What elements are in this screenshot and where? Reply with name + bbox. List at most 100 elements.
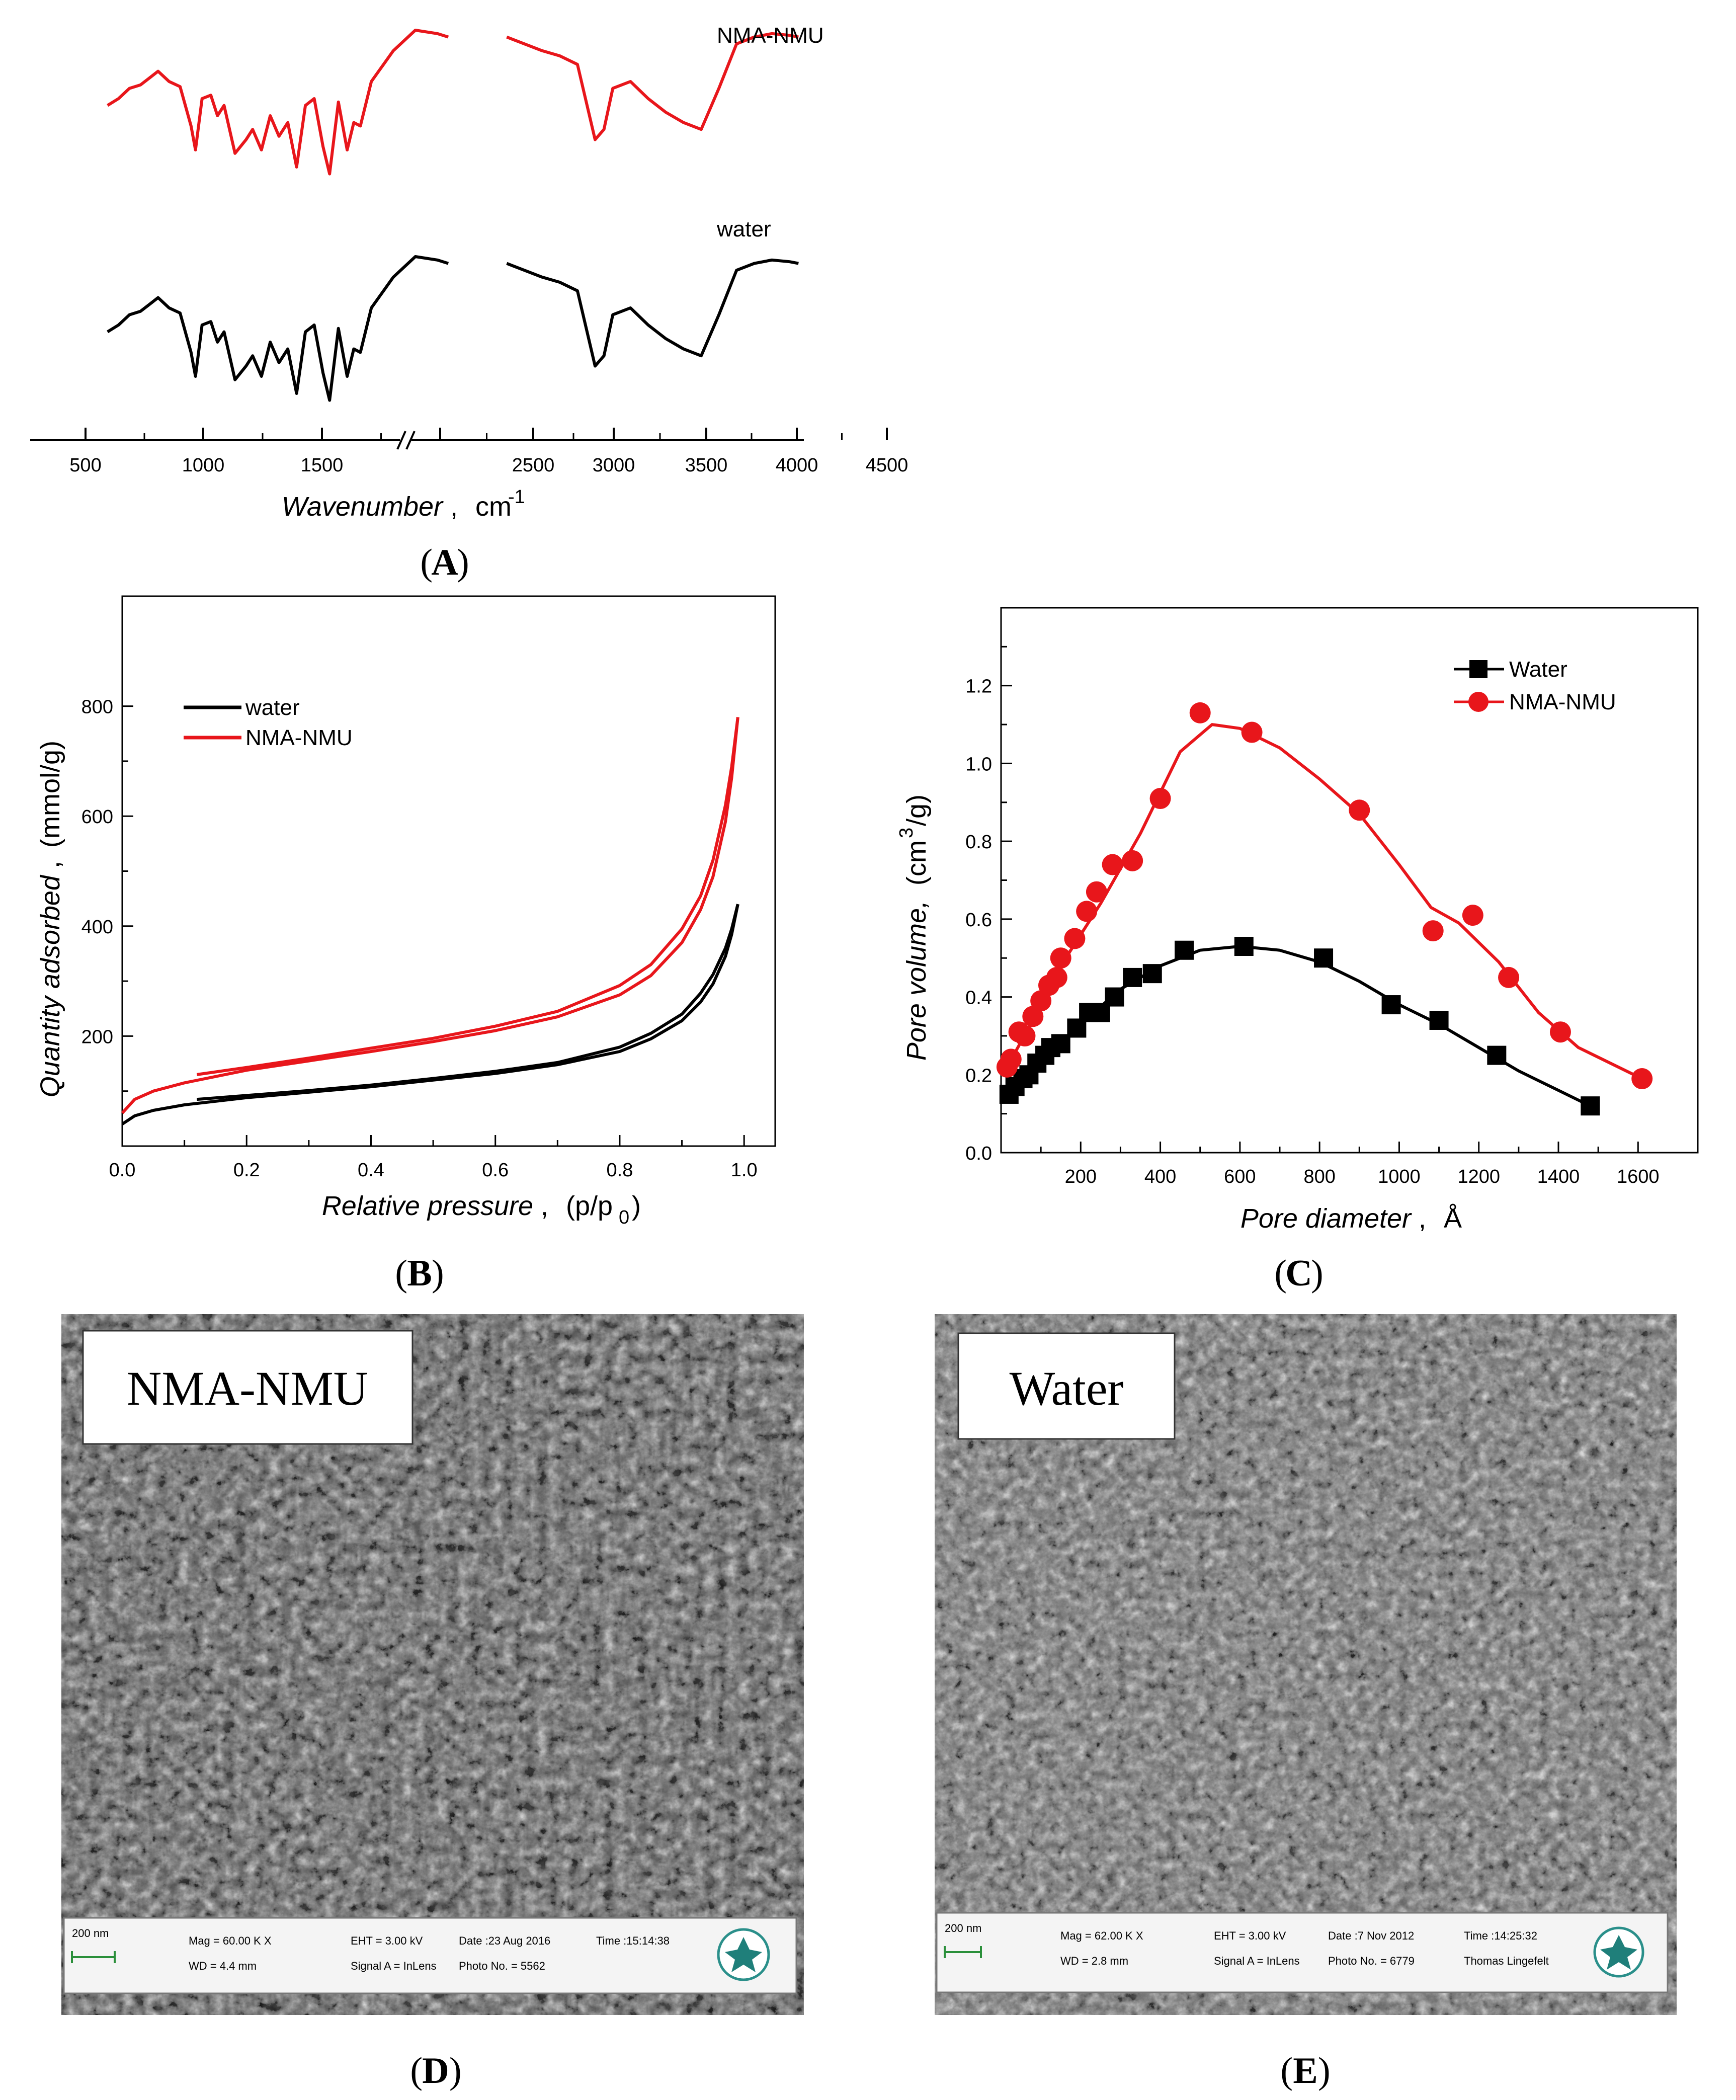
x-axis-comma-b: , <box>541 1191 548 1221</box>
series-line-water-a <box>107 255 449 402</box>
y-axis-unit-c: (cm <box>901 840 932 885</box>
y-tick-label-c: 0.8 <box>965 832 992 853</box>
legend-nma-nmu-a: NMA-NMU <box>717 23 824 48</box>
data-point-nma-nmu-c <box>1086 881 1107 903</box>
data-point-nma-nmu-c <box>1030 990 1052 1012</box>
y-axis-unit-end-c: /g) <box>901 794 932 826</box>
y-tick-label-c: 1.0 <box>965 754 992 775</box>
data-point-nma-nmu-c <box>1046 966 1067 988</box>
sem-scale-text-d: 200 nm <box>72 1927 109 1940</box>
plot-frame-b <box>121 595 776 1147</box>
sem-databar-e <box>936 1912 1669 1993</box>
data-point-nma-nmu-c <box>1241 721 1263 743</box>
x-tick-label-a: 2500 <box>512 455 555 476</box>
x-tick-label-c: 1200 <box>1457 1166 1500 1187</box>
series-line-nma-nmu-a <box>107 29 449 176</box>
x-axis-a: 500 1000 1500 2500 3000 3500 4000 4500 <box>30 428 908 476</box>
y-tick-label-b: 600 <box>81 806 113 828</box>
sem-operator-e: Thomas Lingefelt <box>1464 1955 1549 1967</box>
sem-date-d: Date :23 Aug 2016 <box>459 1934 550 1947</box>
x-tick-label-a: 3500 <box>685 455 728 476</box>
panel-label-b: B <box>407 1253 432 1294</box>
x-tick-label-c: 1600 <box>1617 1166 1660 1187</box>
x-tick-label-a: 500 <box>69 455 101 476</box>
data-point-nma-nmu-c <box>1076 901 1098 922</box>
x-tick-label-b: 0.0 <box>109 1160 136 1181</box>
sem-logo-d <box>717 1928 770 1981</box>
data-point-nma-nmu-c <box>1349 799 1370 821</box>
x-tick-label-b: 1.0 <box>731 1160 758 1181</box>
x-axis-comma-c: , <box>1419 1203 1426 1234</box>
legend-marker-water-c <box>1469 660 1487 678</box>
sem-label-box-d <box>82 1330 414 1445</box>
x-tick-label-a: 4500 <box>866 455 908 476</box>
data-point-nma-nmu-c <box>1000 1048 1022 1070</box>
sem-time-d: Time :15:14:38 <box>596 1934 670 1947</box>
data-point-nma-nmu-c <box>1022 1006 1044 1027</box>
panel-label-d: D <box>422 2050 449 2091</box>
x-tick-label-c: 400 <box>1144 1166 1176 1187</box>
x-axis-unit-exp-a: -1 <box>508 487 525 508</box>
panel-label-c-close: ) <box>1311 1253 1324 1294</box>
sem-label-e: Water <box>1010 1361 1124 1415</box>
series-line-water-desorption-b <box>197 904 739 1101</box>
sem-eht-e: EHT = 3.00 kV <box>1214 1929 1286 1942</box>
data-point-nma-nmu-c <box>1422 920 1444 942</box>
x-axis-label-b: Relative pressure <box>322 1191 533 1221</box>
series-fit-nma-nmu-c <box>1006 723 1643 1080</box>
data-point-water-c <box>1429 1010 1449 1030</box>
data-point-nma-nmu-c <box>1149 788 1171 810</box>
x-tick-label-b: 0.4 <box>358 1160 384 1181</box>
sem-label-box-e <box>957 1332 1176 1440</box>
data-point-water-c <box>1105 987 1124 1007</box>
series-line-nma-nmu-desorption-b <box>196 717 739 1076</box>
sem-photo-d: Photo No. = 5562 <box>459 1960 545 1972</box>
data-point-nma-nmu-c <box>1064 928 1086 949</box>
y-axis-label-c: Pore volume, <box>901 901 932 1061</box>
x-axis-unit-close-b: ) <box>632 1191 641 1221</box>
x-tick-label-c: 1400 <box>1537 1166 1580 1187</box>
series-line-water-adsorption-b <box>121 904 739 1125</box>
x-axis-unit-a: cm <box>475 492 512 522</box>
data-point-nma-nmu-c <box>1549 1021 1571 1043</box>
panel-label-d-open: ( <box>410 2050 423 2091</box>
panel-label-c-open: ( <box>1274 1253 1287 1294</box>
y-tick-label-c: 0.6 <box>965 910 992 931</box>
panel-label-c: C <box>1285 1253 1312 1294</box>
x-axis-unit-sub-b: 0 <box>619 1207 629 1228</box>
sem-mag-e: Mag = 62.00 K X <box>1060 1929 1143 1942</box>
panel-label-b-open: ( <box>395 1253 407 1294</box>
series-line-water-a <box>506 258 799 368</box>
sem-scale-text-e: 200 nm <box>945 1922 981 1934</box>
data-point-nma-nmu-c <box>1631 1068 1653 1090</box>
series-line-nma-nmu-adsorption-b <box>121 717 739 1114</box>
x-axis-unit-c: Å <box>1444 1203 1462 1234</box>
sem-date-e: Date :7 Nov 2012 <box>1328 1929 1414 1942</box>
series-line-nma-nmu-a <box>506 32 799 141</box>
data-point-nma-nmu-c <box>1102 854 1123 875</box>
y-axis-unit-exp-c: 3 <box>896 828 917 838</box>
x-tick-label-a: 1000 <box>182 455 225 476</box>
sem-eht-d: EHT = 3.00 kV <box>351 1934 423 1947</box>
axis-break-mark-a <box>396 431 406 450</box>
data-point-water-c <box>1487 1045 1507 1065</box>
legend-marker-nma-nmu-c <box>1468 692 1489 712</box>
y-tick-label-b: 200 <box>81 1026 113 1047</box>
sem-logo-e <box>1593 1926 1644 1978</box>
panel-label-e: E <box>1293 2050 1317 2091</box>
y-tick-label-b: 800 <box>81 697 113 718</box>
panel-label-a: A <box>431 542 458 583</box>
legend-water-b: water <box>245 695 300 720</box>
panel-b-isotherm: 0.0 0.2 0.4 0.6 0.8 1.0 200 400 600 800 water NMA… <box>35 595 776 1294</box>
panel-label-b-close: ) <box>432 1253 444 1294</box>
y-axis-label-b: Quantity adsorbed <box>35 874 65 1097</box>
legend-nma-nmu-c: NMA-NMU <box>1509 690 1616 714</box>
sem-signal-e: Signal A = InLens <box>1214 1955 1300 1967</box>
data-point-water-c <box>1581 1096 1600 1116</box>
data-point-water-c <box>1234 937 1254 956</box>
axis-break-mark-a <box>405 431 416 450</box>
sem-signal-d: Signal A = InLens <box>351 1960 437 1972</box>
y-tick-label-c: 0.2 <box>965 1065 992 1086</box>
sem-wd-e: WD = 2.8 mm <box>1060 1955 1128 1967</box>
panel-label-e-close: ) <box>1318 2050 1331 2091</box>
